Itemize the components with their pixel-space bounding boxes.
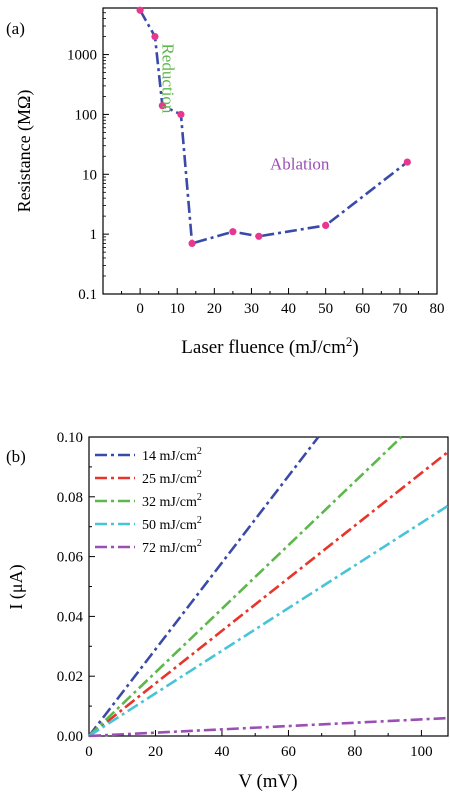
- x-tick-label-a: 30: [244, 301, 259, 317]
- x-tick-label-b: 80: [347, 744, 362, 760]
- x-axis-label-a: Laser fluence (mJ/cm2): [181, 334, 358, 358]
- x-tick-label-b: 40: [214, 744, 229, 760]
- series-line-b: [88, 436, 403, 737]
- data-point-a: [188, 239, 196, 248]
- panel-label-a: (a): [6, 19, 25, 38]
- y-tick-label-a: 0.1: [78, 287, 97, 303]
- x-tick-label-b: 20: [148, 744, 163, 760]
- y-tick-label-b: 0.00: [57, 729, 83, 745]
- y-tick-label-a: 10: [82, 167, 97, 183]
- data-point-a: [229, 228, 237, 236]
- data-point-a: [158, 102, 166, 110]
- legend-label: 50 mJ/cm2: [142, 515, 202, 533]
- x-tick-label-a: 70: [392, 301, 407, 317]
- y-tick-label-a: 1: [90, 227, 98, 243]
- x-axis-label-b: V (mV): [238, 771, 297, 792]
- y-tick-label-b: 0.04: [57, 609, 84, 625]
- legend-label: 72 mJ/cm2: [142, 538, 202, 556]
- annotation-a: Ablation: [270, 155, 330, 174]
- y-tick-label-b: 0.08: [57, 490, 83, 506]
- data-point-a: [136, 6, 144, 14]
- chart-b: (b) 0 20 40 60 80 100 0.00 0.02 0.04 0.06 0.08 0.10…: [6, 430, 449, 792]
- series-line-b: [88, 504, 449, 738]
- x-tick-label-a: 60: [355, 301, 370, 317]
- x-tick-label-a: 50: [318, 301, 333, 317]
- x-tick-label-a: 20: [207, 301, 222, 317]
- data-point-a: [151, 32, 159, 41]
- series-line-b: [88, 716, 449, 738]
- y-tick-label-a: 100: [75, 107, 98, 123]
- x-tick-label-a: 40: [281, 301, 296, 317]
- annotation-a: Reduction: [158, 43, 177, 113]
- data-point-a: [322, 221, 330, 229]
- legend-label: 25 mJ/cm2: [142, 469, 202, 487]
- y-tick-label-b: 0.10: [57, 430, 83, 446]
- y-tick-label-b: 0.06: [57, 550, 84, 566]
- legend-label: 14 mJ/cm2: [142, 446, 202, 464]
- y-axis-label-a: Resistance (MΩ): [14, 90, 35, 213]
- y-axis-label-b: I (μA): [6, 564, 27, 609]
- plot-frame-a: [102, 7, 438, 295]
- legend-label: 32 mJ/cm2: [142, 492, 202, 510]
- data-point-a: [403, 158, 411, 166]
- x-tick-label-a: 0: [136, 301, 144, 317]
- chart-a: (a) 0 10 20 30 40 50 60 70 80 0.1 1 10 100 1000 Reduc…: [6, 6, 445, 358]
- series-line-b: [87, 436, 320, 737]
- x-tick-label-b: 0: [85, 744, 93, 760]
- panel-label-b: (b): [6, 447, 26, 466]
- x-tick-label-b: 60: [281, 744, 296, 760]
- data-point-a: [255, 232, 263, 240]
- data-point-a: [177, 110, 185, 119]
- series-line-b: [88, 450, 449, 738]
- series-line-a: [138, 9, 409, 246]
- x-tick-label-b: 100: [410, 744, 433, 760]
- y-tick-label-a: 1000: [67, 48, 97, 64]
- x-tick-label-a: 10: [170, 301, 185, 317]
- y-tick-label-b: 0.02: [57, 669, 83, 685]
- x-tick-label-a: 80: [430, 301, 445, 317]
